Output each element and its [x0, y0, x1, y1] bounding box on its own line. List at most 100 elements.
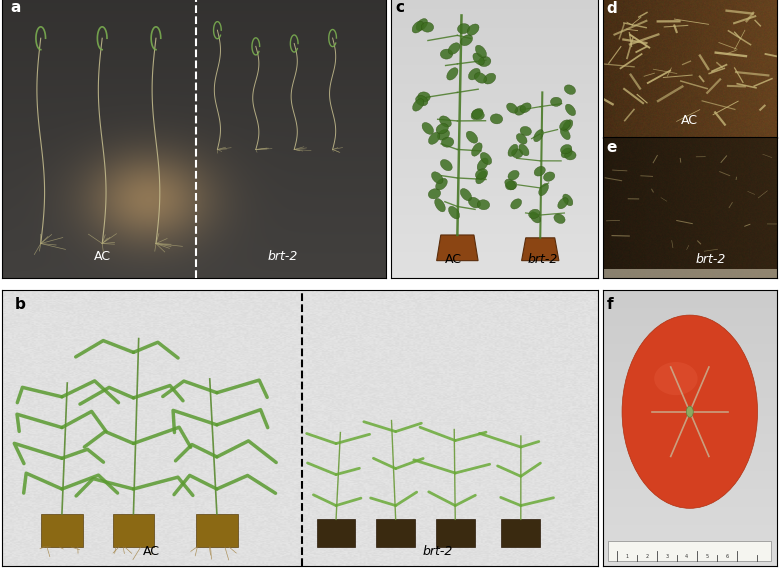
- Ellipse shape: [422, 123, 434, 135]
- Ellipse shape: [544, 172, 555, 181]
- Text: brt-2: brt-2: [422, 545, 453, 558]
- Ellipse shape: [622, 315, 757, 508]
- Text: 6: 6: [725, 554, 728, 559]
- Ellipse shape: [412, 21, 424, 33]
- Ellipse shape: [478, 158, 488, 171]
- Ellipse shape: [529, 209, 540, 219]
- Ellipse shape: [473, 53, 485, 65]
- Bar: [317, 519, 355, 547]
- Ellipse shape: [564, 85, 576, 94]
- Ellipse shape: [468, 197, 481, 208]
- Ellipse shape: [554, 214, 565, 223]
- Ellipse shape: [439, 116, 451, 127]
- Ellipse shape: [515, 106, 526, 115]
- Bar: [603, 269, 777, 278]
- Ellipse shape: [512, 149, 523, 158]
- Ellipse shape: [562, 120, 573, 131]
- Ellipse shape: [435, 178, 447, 190]
- Ellipse shape: [476, 171, 487, 184]
- Bar: [376, 519, 415, 547]
- Ellipse shape: [436, 123, 449, 134]
- Ellipse shape: [566, 104, 576, 116]
- Ellipse shape: [440, 160, 453, 171]
- Ellipse shape: [478, 56, 491, 66]
- Ellipse shape: [475, 45, 486, 58]
- Ellipse shape: [484, 73, 495, 84]
- Text: f: f: [606, 297, 613, 312]
- Text: 1: 1: [626, 554, 629, 559]
- Text: 4: 4: [686, 554, 689, 559]
- Ellipse shape: [686, 406, 693, 417]
- Ellipse shape: [468, 68, 480, 80]
- Ellipse shape: [478, 200, 490, 210]
- Ellipse shape: [471, 108, 483, 120]
- Ellipse shape: [440, 49, 453, 59]
- Ellipse shape: [519, 144, 529, 156]
- Ellipse shape: [447, 68, 458, 80]
- Ellipse shape: [561, 148, 573, 158]
- Ellipse shape: [416, 95, 428, 106]
- Text: AC: AC: [143, 545, 160, 558]
- Ellipse shape: [530, 212, 541, 223]
- Ellipse shape: [508, 144, 518, 156]
- Text: c: c: [395, 0, 404, 15]
- Ellipse shape: [449, 206, 460, 219]
- Ellipse shape: [654, 362, 698, 395]
- Ellipse shape: [421, 22, 434, 32]
- Ellipse shape: [520, 127, 531, 136]
- Ellipse shape: [435, 198, 446, 212]
- Text: e: e: [606, 140, 617, 156]
- Text: d: d: [606, 1, 617, 16]
- Ellipse shape: [551, 97, 562, 106]
- Ellipse shape: [467, 131, 478, 143]
- Ellipse shape: [534, 166, 545, 176]
- Ellipse shape: [559, 120, 570, 130]
- Bar: [41, 514, 83, 547]
- Ellipse shape: [467, 24, 479, 35]
- Ellipse shape: [428, 189, 441, 199]
- Bar: [196, 514, 238, 547]
- Ellipse shape: [432, 172, 443, 183]
- Ellipse shape: [475, 169, 488, 179]
- Text: 3: 3: [665, 554, 668, 559]
- Text: a: a: [10, 0, 20, 15]
- Text: AC: AC: [682, 114, 698, 127]
- Bar: [436, 519, 474, 547]
- Ellipse shape: [560, 128, 570, 140]
- Ellipse shape: [506, 181, 517, 190]
- Text: brt-2: brt-2: [696, 253, 726, 266]
- Ellipse shape: [460, 35, 473, 45]
- Ellipse shape: [508, 170, 519, 180]
- Ellipse shape: [472, 110, 485, 120]
- Ellipse shape: [413, 99, 424, 111]
- Ellipse shape: [418, 92, 430, 102]
- Text: 5: 5: [705, 554, 708, 559]
- Ellipse shape: [565, 151, 576, 160]
- Text: brt-2: brt-2: [267, 250, 298, 264]
- Text: b: b: [14, 297, 25, 312]
- Ellipse shape: [442, 137, 454, 147]
- Ellipse shape: [448, 43, 460, 55]
- Ellipse shape: [416, 19, 428, 31]
- Ellipse shape: [490, 114, 502, 124]
- Ellipse shape: [438, 130, 449, 140]
- Text: brt-2: brt-2: [527, 253, 558, 266]
- Ellipse shape: [506, 103, 517, 113]
- Polygon shape: [437, 235, 478, 261]
- Ellipse shape: [562, 194, 573, 206]
- Ellipse shape: [558, 198, 568, 209]
- Bar: [113, 514, 154, 547]
- Ellipse shape: [471, 143, 482, 156]
- Ellipse shape: [520, 103, 531, 112]
- Text: AC: AC: [445, 253, 462, 266]
- Text: 2: 2: [645, 554, 648, 559]
- Bar: [608, 541, 771, 561]
- Ellipse shape: [516, 133, 527, 144]
- Ellipse shape: [474, 73, 487, 83]
- Ellipse shape: [511, 199, 522, 209]
- Polygon shape: [522, 238, 559, 261]
- Text: AC: AC: [93, 250, 111, 264]
- Ellipse shape: [505, 179, 516, 190]
- Ellipse shape: [428, 132, 440, 144]
- Ellipse shape: [539, 183, 548, 196]
